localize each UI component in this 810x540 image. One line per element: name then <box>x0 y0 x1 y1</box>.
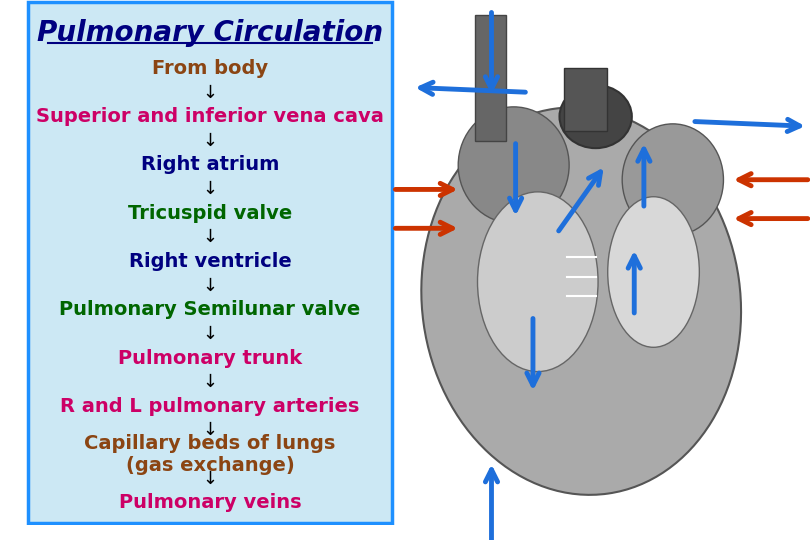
Text: Capillary beds of lungs
(gas exchange): Capillary beds of lungs (gas exchange) <box>84 434 335 475</box>
Text: From body: From body <box>152 59 268 78</box>
FancyBboxPatch shape <box>398 2 806 523</box>
Text: ↓: ↓ <box>202 373 218 391</box>
Text: ↓: ↓ <box>202 180 218 198</box>
Ellipse shape <box>478 192 598 372</box>
Ellipse shape <box>622 124 723 235</box>
Text: Tricuspid valve: Tricuspid valve <box>128 204 292 222</box>
Text: Pulmonary Semilunar valve: Pulmonary Semilunar valve <box>59 300 360 319</box>
Text: Pulmonary veins: Pulmonary veins <box>119 494 301 512</box>
FancyBboxPatch shape <box>475 15 506 141</box>
Text: ↓: ↓ <box>202 84 218 102</box>
Text: ↓: ↓ <box>202 470 218 488</box>
Text: Right atrium: Right atrium <box>141 156 279 174</box>
Text: ↓: ↓ <box>202 132 218 150</box>
FancyBboxPatch shape <box>564 68 608 131</box>
Text: ↓: ↓ <box>202 325 218 343</box>
Ellipse shape <box>421 107 741 495</box>
Text: Right ventricle: Right ventricle <box>129 252 292 271</box>
Text: Pulmonary Circulation: Pulmonary Circulation <box>37 19 383 48</box>
Ellipse shape <box>608 197 699 347</box>
Text: ↓: ↓ <box>202 276 218 295</box>
Text: ↓: ↓ <box>202 421 218 440</box>
Ellipse shape <box>560 85 632 148</box>
FancyBboxPatch shape <box>28 2 392 523</box>
Text: ↓: ↓ <box>202 228 218 246</box>
Text: Pulmonary trunk: Pulmonary trunk <box>118 348 302 368</box>
Text: Superior and inferior vena cava: Superior and inferior vena cava <box>36 107 384 126</box>
Ellipse shape <box>458 107 569 224</box>
Text: R and L pulmonary arteries: R and L pulmonary arteries <box>60 397 360 416</box>
